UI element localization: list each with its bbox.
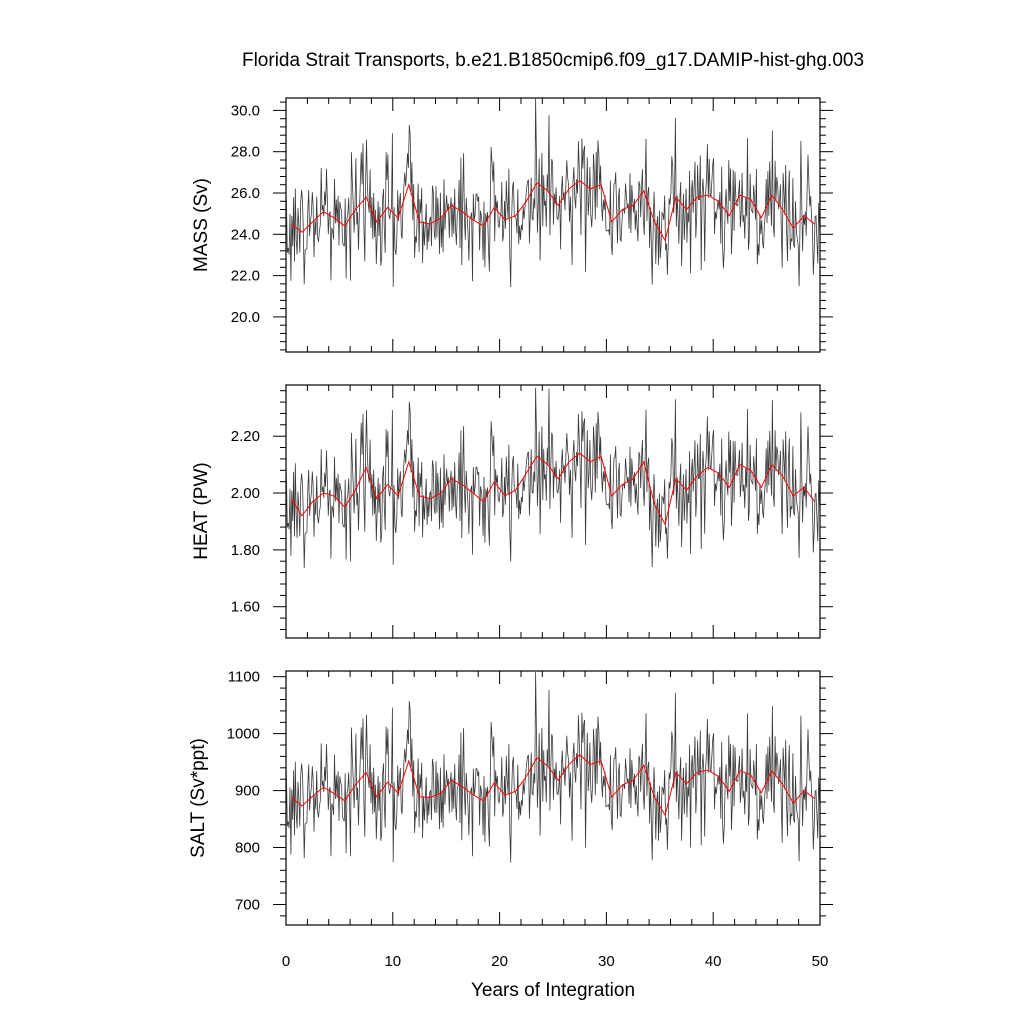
salt-y-tick-label: 800	[235, 840, 260, 857]
salt-y-tick-label: 900	[235, 783, 260, 800]
heat-y-axis-label: HEAT (PW)	[191, 462, 212, 559]
heat-plot-frame	[285, 384, 821, 639]
mass-y-tick-label: 30.0	[231, 102, 260, 119]
mass-y-axis-label: MASS (Sv)	[191, 178, 212, 272]
x-tick-label: 30	[598, 953, 615, 970]
mass-y-tick-label: 26.0	[231, 185, 260, 202]
mass-y-tick-label: 20.0	[231, 309, 260, 326]
salt-plot-frame	[285, 670, 821, 926]
x-tick-label: 50	[812, 953, 829, 970]
mass-y-tick-label: 24.0	[231, 226, 260, 243]
salt-annual-mean-series	[290, 754, 815, 817]
mass-y-tick-label: 28.0	[231, 144, 260, 161]
mass-y-tick-label: 22.0	[231, 268, 260, 285]
heat-y-tick-label: 1.60	[231, 599, 260, 616]
heat-y-tick-label: 2.00	[231, 485, 260, 502]
salt-monthly-series	[286, 672, 820, 863]
salt-y-tick-label: 1000	[227, 726, 260, 743]
heat-monthly-series	[286, 387, 820, 569]
mass-plot-frame	[285, 97, 821, 353]
x-tick-label: 0	[282, 953, 290, 970]
salt-y-tick-label: 1100	[228, 669, 260, 686]
x-tick-label: 40	[705, 953, 722, 970]
mass-monthly-series	[286, 97, 820, 288]
x-axis-label: Years of Integration	[471, 980, 635, 1001]
heat-annual-mean-series	[290, 452, 816, 526]
x-tick-label: 20	[491, 953, 508, 970]
heat-y-tick-label: 2.20	[231, 428, 260, 445]
chart-title: Florida Strait Transports, b.e21.B1850cm…	[242, 50, 864, 71]
salt-y-axis-label: SALT (Sv*ppt)	[188, 738, 209, 858]
heat-y-tick-label: 1.80	[231, 542, 260, 559]
x-tick-label: 10	[384, 953, 401, 970]
mass-annual-mean-series	[290, 179, 816, 242]
salt-y-tick-label: 700	[235, 897, 260, 914]
mass-panel: 20.0 22.0 24.0 26.0 28.0 30.0 MASS (Sv)	[191, 97, 833, 353]
salt-panel: 700 800 900 1000 1100 SALT (Sv*ppt)	[188, 669, 833, 926]
heat-panel: 1.60 1.80 2.00 2.20 HEAT (PW)	[191, 384, 833, 639]
